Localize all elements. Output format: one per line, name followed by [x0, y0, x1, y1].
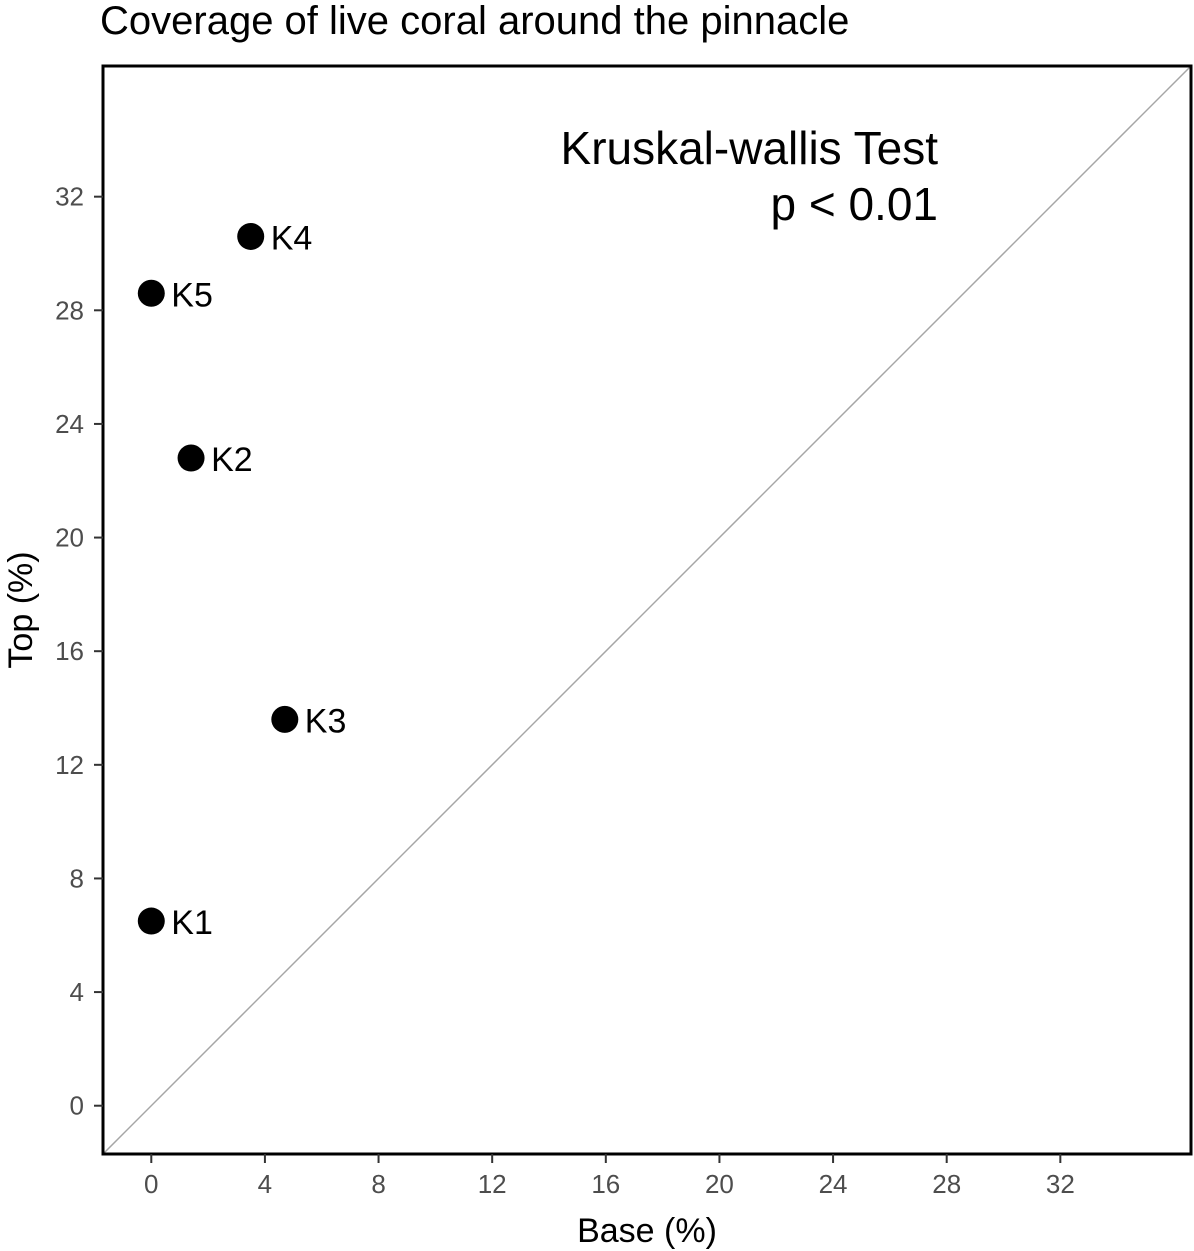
x-tick-label: 12 — [478, 1169, 507, 1199]
data-point-k3 — [271, 705, 299, 733]
point-label-k3: K3 — [305, 702, 347, 740]
data-point-k4 — [237, 222, 265, 250]
x-tick-label: 16 — [591, 1169, 620, 1199]
y-tick-label: 28 — [55, 295, 84, 325]
y-tick-label: 32 — [55, 182, 84, 212]
y-axis: 0 4 8 12 16 20 24 28 32 — [55, 182, 103, 1121]
y-axis-title: Top (%) — [2, 551, 40, 668]
x-tick-label: 0 — [144, 1169, 158, 1199]
data-point-k2 — [177, 444, 205, 472]
x-tick-label: 4 — [258, 1169, 272, 1199]
y-tick-label: 0 — [70, 1091, 84, 1121]
x-tick-label: 28 — [932, 1169, 961, 1199]
annotation-line: p < 0.01 — [770, 178, 938, 230]
x-tick-label: 32 — [1046, 1169, 1075, 1199]
x-tick-label: 20 — [705, 1169, 734, 1199]
x-tick-label: 24 — [819, 1169, 848, 1199]
y-tick-label: 24 — [55, 409, 84, 439]
point-label-k2: K2 — [211, 441, 253, 479]
y-tick-label: 8 — [70, 863, 84, 893]
chart-title: Coverage of live coral around the pinnac… — [100, 0, 849, 43]
y-tick-label: 16 — [55, 636, 84, 666]
y-tick-label: 12 — [55, 750, 84, 780]
y-tick-label: 20 — [55, 523, 84, 553]
points-layer: K1 K2 K3 K4 K5 — [137, 219, 347, 942]
identity-reference-line — [102, 65, 1192, 1155]
data-point-k5 — [137, 279, 165, 307]
y-tick-label: 4 — [70, 977, 84, 1007]
point-label-k1: K1 — [171, 904, 213, 942]
data-point-k1 — [137, 907, 165, 935]
x-axis: 0 4 8 12 16 20 24 28 32 — [144, 1154, 1075, 1199]
x-tick-label: 8 — [371, 1169, 385, 1199]
point-label-k5: K5 — [171, 276, 213, 314]
x-axis-title: Base (%) — [577, 1212, 717, 1250]
annotation-line: Kruskal-wallis Test — [561, 122, 939, 174]
panel-border — [101, 64, 1193, 1156]
point-label-k4: K4 — [271, 219, 313, 257]
